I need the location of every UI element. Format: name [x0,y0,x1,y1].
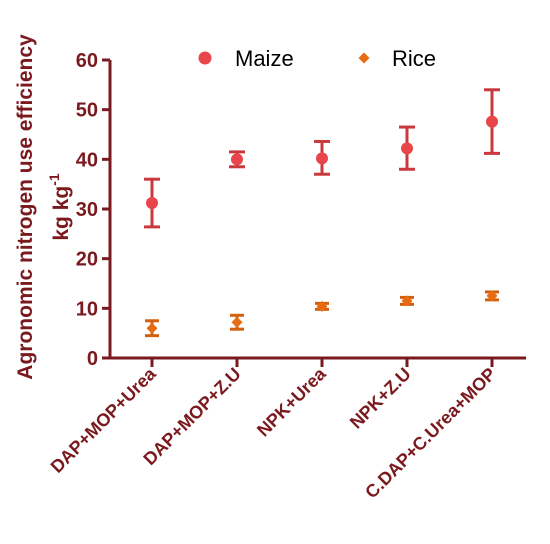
y-axis-title: Agronomic nitrogen use efficiency kg kg-… [14,34,73,380]
y-axis-title-line2: kg kg-1 [46,173,73,241]
legend-marker-rice [358,52,370,64]
data-point-maize [401,142,413,155]
y-tick-label: 0 [87,348,98,370]
y-tick-label: 50 [76,100,98,122]
data-point-rice [316,300,328,312]
plot-area [144,88,500,338]
y-axis-unit: kg kg [50,186,73,241]
y-tick-label: 20 [76,249,98,271]
legend: Maize Rice [198,46,436,71]
y-tick-label: 40 [76,149,98,171]
y-axis-ticks: 0 10 20 30 40 50 60 [76,50,110,370]
data-point-maize [486,115,498,128]
data-point-rice [486,290,498,302]
legend-label-maize: Maize [235,46,294,71]
y-axis-title-line1: Agronomic nitrogen use efficiency [14,34,37,380]
legend-marker-maize [198,51,212,65]
data-point-rice [401,295,413,307]
x-category-label: NPK+Z.U [346,364,415,433]
y-tick-label: 10 [76,298,98,320]
y-axis-unit-exponent: -1 [46,173,62,186]
legend-label-rice: Rice [392,46,436,71]
data-point-maize [316,152,328,165]
y-tick-label: 60 [76,50,98,72]
y-tick-label: 30 [76,199,98,221]
data-point-maize [231,153,243,166]
x-category-label: NPK+Urea [253,363,330,440]
series-maize [144,88,500,229]
series-rice [145,290,499,338]
data-point-rice [146,322,158,334]
data-point-rice [231,316,243,328]
data-point-maize [146,197,158,210]
